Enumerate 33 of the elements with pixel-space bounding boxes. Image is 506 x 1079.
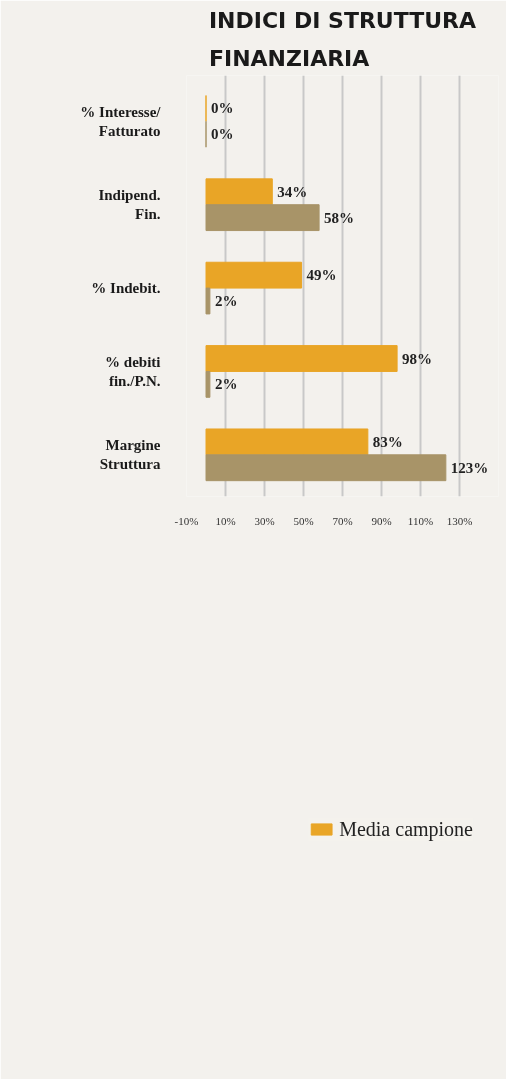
bar <box>205 345 398 372</box>
y-tick-label: Indipend. Fin. <box>98 187 161 223</box>
x-tick-label: 90% <box>371 514 392 527</box>
chart-title: INDICI DI STRUTTURA FINANZIARIA <box>208 8 477 71</box>
legend-label: Media campione <box>339 817 473 841</box>
bar <box>205 287 211 315</box>
data-label: 2% <box>214 376 238 393</box>
bar <box>205 454 447 482</box>
x-tick-label: 70% <box>332 514 353 527</box>
bar <box>205 204 320 232</box>
y-tick-label: % Indebit. <box>91 280 161 297</box>
bar <box>205 178 273 206</box>
bar <box>205 428 369 456</box>
y-tick-label: % Interesse/ Fatturato <box>80 103 162 139</box>
y-tick-label: % debiti fin./P.N. <box>105 353 161 390</box>
data-label: 58% <box>324 209 355 226</box>
data-label: 123% <box>450 459 489 476</box>
data-label: 2% <box>214 293 238 310</box>
data-label: 34% <box>277 183 308 200</box>
bar <box>205 261 303 289</box>
y-tick-label: Margine Struttura <box>99 437 161 473</box>
x-tick-label: 30% <box>254 514 275 527</box>
x-tick-label: -10% <box>174 514 199 527</box>
x-tick-label: 110% <box>407 514 434 527</box>
x-tick-label: 10% <box>215 514 236 527</box>
data-label: 49% <box>306 267 337 284</box>
data-label: 0% <box>211 126 234 143</box>
x-tick-label: 50% <box>293 514 314 527</box>
x-tick-label: 130% <box>446 514 473 527</box>
data-label: 83% <box>372 433 403 450</box>
data-label: 0% <box>211 100 234 117</box>
data-label: 98% <box>402 350 433 367</box>
bar <box>205 370 211 398</box>
